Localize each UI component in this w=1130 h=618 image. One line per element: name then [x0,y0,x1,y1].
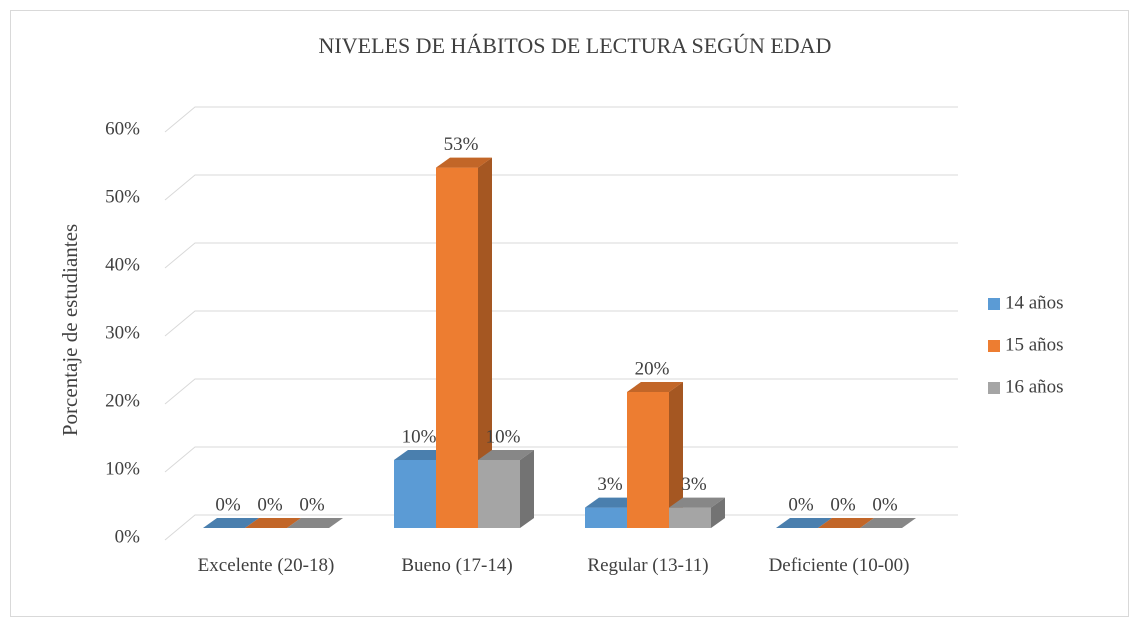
bar-top-shade [436,157,492,168]
bar-top-shade [776,518,832,528]
grid-line [164,310,958,337]
bar-top-shade [669,497,725,508]
bar-top [818,518,874,528]
x-tick-label: Deficiente (10-00) [768,555,910,576]
bar-top [245,518,301,528]
data-label: 10% [486,426,521,447]
bar [245,518,301,528]
legend-label: 15 años [1005,334,1064,355]
bar-front [478,460,520,528]
bar-side [711,497,725,528]
bar-top-shade [627,382,683,392]
y-tick-label: 10% [105,458,140,479]
bar-top [669,497,725,508]
bar-side [478,157,492,528]
bar-top-shade [818,518,874,528]
grid-line [164,446,958,473]
data-label: 3% [597,474,623,495]
data-label: 0% [257,494,283,515]
data-label: 20% [635,358,670,379]
data-label: 0% [830,494,856,515]
bar-top [627,382,683,392]
bar-top [436,157,492,168]
grid-line [164,242,958,269]
y-tick-label: 20% [105,390,140,411]
bar [478,450,534,528]
bar-top [478,450,534,460]
bar-front [436,167,478,528]
bar-front [627,392,669,528]
bar [436,157,492,528]
bar [287,518,343,528]
bar [627,382,683,528]
bar-top-shade [478,450,534,460]
legend-label: 14 años [1005,292,1064,313]
y-tick-label: 30% [105,322,140,343]
y-tick-label: 40% [105,254,140,275]
bar [203,518,259,528]
grid-line [164,174,958,201]
bar-front [394,460,436,528]
legend-swatch [988,382,1000,394]
bar-top-shade [203,518,259,528]
data-label: 3% [681,474,707,495]
data-label: 0% [788,494,814,515]
y-tick-label: 0% [115,526,141,547]
bar-side [520,450,534,528]
legend-swatch [988,298,1000,310]
bar-top [860,518,916,528]
data-label: 0% [215,494,241,515]
bar-front [585,507,627,528]
bar-top [203,518,259,528]
grid-line [164,106,958,133]
chart-title: NIVELES DE HÁBITOS DE LECTURA SEGÚN EDAD [319,33,832,58]
bar [860,518,916,528]
bar [669,497,725,528]
x-tick-label: Bueno (17-14) [401,555,513,576]
grid-line [164,378,958,405]
legend-swatch [988,340,1000,352]
legend-label: 16 años [1005,376,1064,397]
data-label: 10% [402,426,437,447]
bar-side-shade [711,497,725,528]
bar [776,518,832,528]
bar-top-shade [287,518,343,528]
data-label: 53% [444,134,479,155]
bar-side [669,382,683,528]
bar [818,518,874,528]
data-label: 0% [299,494,325,515]
bar-side-shade [520,450,534,528]
y-tick-label: 50% [105,186,140,207]
bar-top-shade [860,518,916,528]
x-tick-label: Excelente (20-18) [197,555,335,576]
chart-border [10,10,1129,617]
bar-top [287,518,343,528]
y-tick-label: 60% [105,118,140,139]
bar-side-shade [669,382,683,528]
bar-side-shade [478,157,492,528]
x-tick-label: Regular (13-11) [587,555,709,576]
bar-top [776,518,832,528]
y-axis-label: Porcentaje de estudiantes [58,224,82,436]
bar-front [669,507,711,528]
data-label: 0% [872,494,898,515]
bar-top-shade [245,518,301,528]
